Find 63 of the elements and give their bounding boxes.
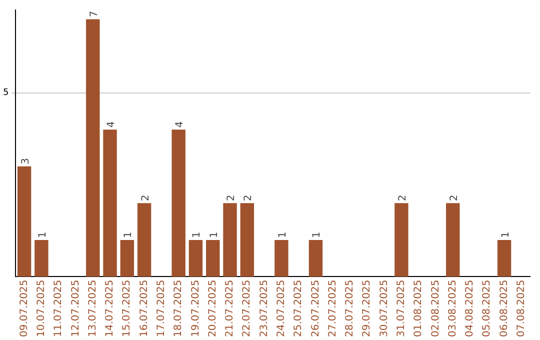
- x-tick-label: 03.08.2025: [447, 280, 458, 338]
- bar: [446, 203, 460, 277]
- data-label: 2: [448, 194, 460, 202]
- bar: [223, 203, 237, 277]
- x-tick-label: 23.07.2025: [258, 280, 270, 338]
- bar: [394, 203, 408, 277]
- data-label: 3: [20, 158, 32, 164]
- data-label: 1: [312, 232, 323, 238]
- data-label: 2: [397, 194, 408, 202]
- x-tick-label: 04.08.2025: [464, 280, 476, 338]
- bar: [17, 166, 32, 277]
- y-tick-label: 5: [2, 88, 9, 98]
- bar: [206, 240, 220, 277]
- x-tick-label: 24.07.2025: [276, 280, 288, 338]
- x-tick-label: 11.07.2025: [53, 280, 64, 338]
- x-tick-label: 07.08.2025: [516, 280, 528, 338]
- x-tick-label: 18.07.2025: [173, 280, 184, 338]
- x-tick-label: 31.07.2025: [396, 280, 408, 338]
- data-label: 1: [500, 232, 512, 238]
- x-tick-label: 25.07.2025: [293, 280, 304, 338]
- data-label: 2: [243, 194, 254, 202]
- x-tick-label: 27.07.2025: [327, 280, 338, 338]
- bar: [240, 203, 254, 277]
- data-label: 4: [174, 121, 186, 128]
- x-tick-label: 20.07.2025: [207, 280, 218, 338]
- x-tick-label: 22.07.2025: [242, 280, 253, 338]
- data-label: 1: [123, 232, 134, 238]
- x-tick-label: 29.07.2025: [362, 280, 373, 338]
- x-tick-label: 02.08.2025: [430, 280, 442, 338]
- x-tick-label: 19.07.2025: [190, 280, 202, 338]
- x-tick-label: 12.07.2025: [70, 280, 82, 338]
- x-tick-label: 09.07.2025: [18, 280, 30, 338]
- bar: [86, 19, 100, 277]
- bar: [188, 240, 203, 277]
- x-tick-label: 26.07.2025: [310, 280, 322, 338]
- bar: [308, 240, 323, 277]
- x-tick-label: 15.07.2025: [122, 280, 133, 338]
- x-tick-label: 10.07.2025: [36, 280, 48, 338]
- x-tick-label: 21.07.2025: [224, 280, 236, 338]
- x-tick-label: 28.07.2025: [344, 280, 356, 338]
- bar: [137, 203, 152, 277]
- bar: [120, 240, 134, 277]
- data-label: 4: [106, 121, 118, 128]
- x-tick-label: 01.08.2025: [413, 280, 424, 338]
- data-label: 1: [208, 232, 220, 238]
- bar: [172, 130, 186, 277]
- x-tick-label: 14.07.2025: [104, 280, 116, 338]
- data-label: 1: [192, 232, 203, 238]
- x-tick-label: 30.07.2025: [378, 280, 390, 338]
- x-tick-label: 05.08.2025: [482, 280, 493, 338]
- data-label: 7: [88, 10, 100, 18]
- data-label: 1: [277, 232, 288, 238]
- bar: [497, 240, 512, 277]
- bar: [274, 240, 288, 277]
- data-label: 2: [140, 194, 152, 202]
- x-tick-label: 06.08.2025: [498, 280, 510, 338]
- x-tick-label: 17.07.2025: [156, 280, 168, 338]
- bar: [34, 240, 48, 277]
- x-tick-label: 16.07.2025: [138, 280, 150, 338]
- bar: [103, 130, 117, 277]
- data-label: 2: [226, 194, 238, 202]
- x-tick-label: 13.07.2025: [87, 280, 98, 338]
- data-label: 1: [37, 232, 48, 238]
